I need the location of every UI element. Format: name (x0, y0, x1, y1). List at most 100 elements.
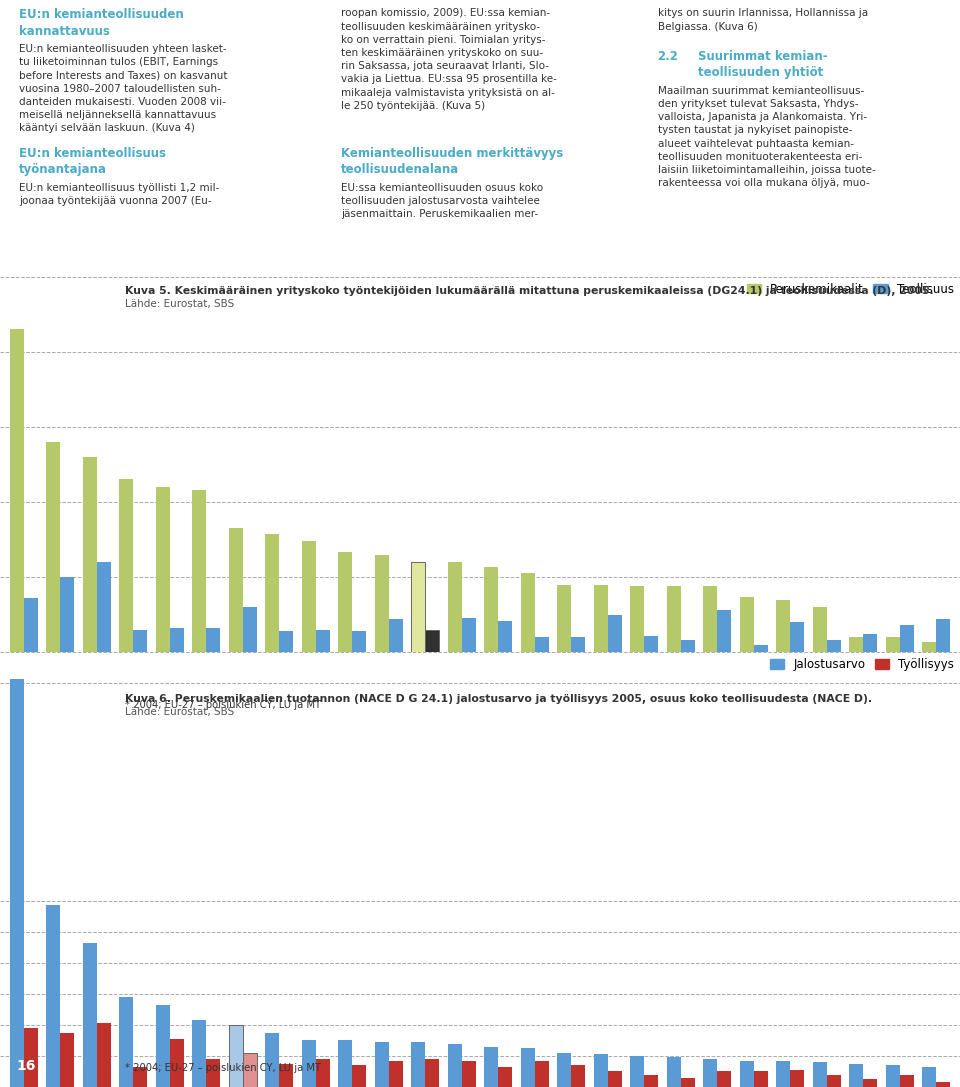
Bar (170, 628, 183, 652)
Bar (558, 1053, 571, 1087)
Bar (60, 577, 74, 652)
Bar (243, 1053, 256, 1087)
Bar (667, 1058, 681, 1087)
Text: teollisuudenalana: teollisuudenalana (341, 163, 459, 176)
Bar (10, 678, 24, 1087)
Bar (754, 645, 768, 652)
Text: Maailman suurimmat kemianteollisuus-
den yritykset tulevat Saksasta, Yhdys-
vall: Maailman suurimmat kemianteollisuus- den… (658, 86, 876, 188)
Bar (754, 1072, 768, 1087)
Bar (352, 1065, 366, 1087)
Bar (850, 1064, 863, 1087)
Bar (681, 1077, 695, 1087)
Text: EU:n kemianteollisuuden: EU:n kemianteollisuuden (19, 9, 184, 22)
Bar (389, 1061, 402, 1087)
Bar (206, 628, 220, 652)
Bar (24, 1028, 37, 1087)
Text: Kuva 6. Peruskemikaalien tuotannon (NACE D G 24.1) jalostusarvo ja työllisyys 20: Kuva 6. Peruskemikaalien tuotannon (NACE… (125, 695, 872, 704)
Bar (631, 586, 644, 652)
Bar (338, 551, 352, 652)
Bar (279, 1064, 293, 1087)
Bar (813, 608, 827, 652)
Text: roopan komissio, 2009). EU:ssa kemian-
teollisuuden keskimääräinen yritysko-
ko : roopan komissio, 2009). EU:ssa kemian- t… (341, 9, 557, 111)
Bar (412, 562, 425, 652)
Bar (448, 562, 462, 652)
Bar (448, 1044, 462, 1087)
Bar (265, 534, 279, 652)
Bar (462, 617, 475, 652)
Bar (265, 1033, 279, 1087)
Bar (704, 586, 717, 652)
Text: kannattavuus: kannattavuus (19, 25, 110, 38)
Bar (923, 1066, 936, 1087)
Bar (301, 541, 316, 652)
Bar (425, 1059, 439, 1087)
Bar (119, 479, 133, 652)
Bar (594, 585, 608, 652)
Bar (97, 1023, 110, 1087)
Bar (740, 597, 754, 652)
Bar (777, 1061, 790, 1087)
Bar (119, 997, 133, 1087)
Bar (790, 622, 804, 652)
Bar (228, 527, 243, 652)
Text: Suurimmat kemian-: Suurimmat kemian- (698, 50, 828, 63)
Bar (279, 632, 293, 652)
Bar (170, 1039, 183, 1087)
Text: * 2004; EU-27 – poislukien CY, LU ja MT: * 2004; EU-27 – poislukien CY, LU ja MT (125, 1063, 321, 1073)
Text: EU:n kemianteollisuus työllisti 1,2 mil-
joonaa työntekijää vuonna 2007 (Eu-: EU:n kemianteollisuus työllisti 1,2 mil-… (19, 183, 220, 205)
Bar (425, 629, 439, 652)
Bar (535, 637, 548, 652)
Bar (243, 608, 256, 652)
Bar (46, 905, 60, 1087)
Bar (389, 620, 402, 652)
Bar (462, 1061, 475, 1087)
Bar (316, 1059, 329, 1087)
Text: Kemianteollisuuden merkittävyys: Kemianteollisuuden merkittävyys (341, 147, 564, 160)
Bar (777, 600, 790, 652)
Text: Lähde: Eurostat, SBS: Lähde: Eurostat, SBS (125, 299, 234, 309)
Bar (485, 1047, 498, 1087)
Text: Kuva 5. Keskimääräinen yrityskoko työntekijöiden lukumäärällä mitattuna peruskem: Kuva 5. Keskimääräinen yrityskoko työnte… (125, 286, 933, 296)
Bar (485, 566, 498, 652)
Bar (594, 1054, 608, 1087)
Bar (156, 487, 170, 652)
Bar (863, 634, 877, 652)
Bar (790, 1070, 804, 1087)
Bar (97, 562, 110, 652)
Text: teollisuuden yhtiöt: teollisuuden yhtiöt (698, 66, 823, 79)
Text: * 2004; EU-27 – poislukien CY, LU ja MT: * 2004; EU-27 – poislukien CY, LU ja MT (125, 700, 321, 710)
Bar (886, 637, 900, 652)
Bar (704, 1059, 717, 1087)
Bar (740, 1061, 754, 1087)
Bar (900, 625, 914, 652)
Bar (717, 1072, 732, 1087)
Legend: Peruskemikaalit, Teollisuus: Peruskemikaalit, Teollisuus (747, 283, 954, 296)
Bar (850, 637, 863, 652)
Bar (631, 1055, 644, 1087)
Bar (228, 1025, 243, 1087)
Bar (192, 490, 206, 652)
Bar (827, 1075, 841, 1087)
Text: työnantajana: työnantajana (19, 163, 108, 176)
Bar (936, 620, 950, 652)
Bar (886, 1065, 900, 1087)
Bar (24, 598, 37, 652)
Bar (301, 1040, 316, 1087)
Text: Lähde: Eurostat, SBS: Lähde: Eurostat, SBS (125, 708, 234, 717)
Bar (644, 1075, 659, 1087)
Bar (206, 1059, 220, 1087)
Text: kitys on suurin Irlannissa, Hollannissa ja
Belgiassa. (Kuva 6): kitys on suurin Irlannissa, Hollannissa … (658, 9, 868, 32)
Bar (374, 1042, 389, 1087)
Bar (352, 632, 366, 652)
Bar (535, 1061, 548, 1087)
Bar (498, 1066, 512, 1087)
Bar (827, 640, 841, 652)
Text: 2.2: 2.2 (658, 50, 679, 63)
Bar (338, 1040, 352, 1087)
Bar (46, 442, 60, 652)
Bar (936, 1083, 950, 1087)
Text: EU:n kemianteollisuus: EU:n kemianteollisuus (19, 147, 166, 160)
Bar (667, 586, 681, 652)
Bar (192, 1021, 206, 1087)
Bar (681, 640, 695, 652)
